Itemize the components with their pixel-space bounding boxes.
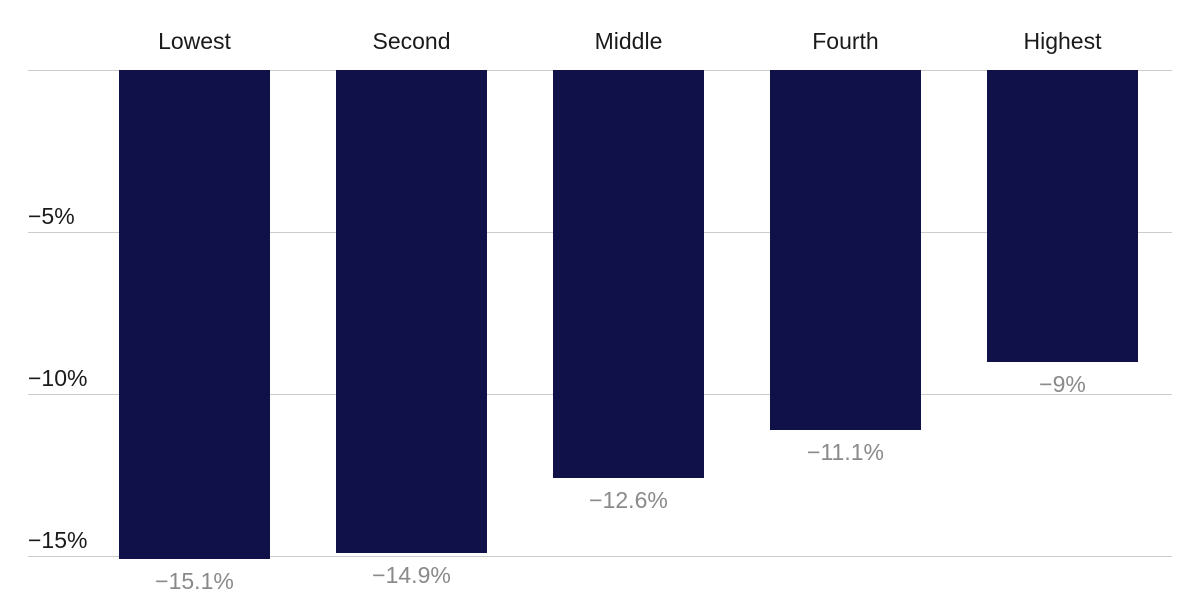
y-tick-label: −15% [28, 527, 88, 553]
value-label-middle: −12.6% [589, 487, 668, 514]
bar-lowest [119, 70, 270, 560]
value-label-fourth: −11.1% [807, 438, 884, 465]
bar-second [336, 70, 487, 553]
bar-highest [987, 70, 1138, 362]
category-label-middle: Middle [594, 28, 663, 54]
category-label-second: Second [372, 28, 451, 54]
category-label-lowest: Lowest [158, 28, 231, 54]
value-label-highest: −9% [1039, 370, 1086, 397]
bar-middle [553, 70, 704, 479]
value-label-second: −14.9% [372, 561, 451, 588]
bar-fourth [770, 70, 921, 430]
value-label-lowest: −15.1% [155, 568, 234, 595]
y-tick-label: −5% [28, 203, 75, 229]
gridline [28, 556, 1172, 557]
category-label-fourth: Fourth [812, 28, 879, 54]
category-label-highest: Highest [1023, 28, 1102, 54]
y-tick-label: −10% [28, 365, 88, 391]
